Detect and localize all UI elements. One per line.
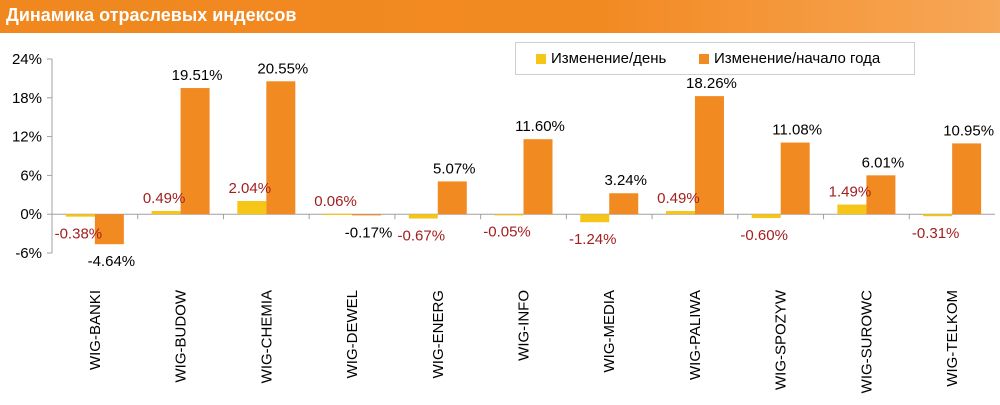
label-daily-wig-surowc: 1.49% — [829, 184, 872, 201]
bar-ytd-wig-spozyw — [780, 142, 810, 215]
bar-daily-wig-paliwa — [665, 211, 695, 215]
bar-daily-wig-media — [580, 214, 610, 223]
legend-label-ytd: Изменение/начало года — [714, 50, 881, 67]
y-tick-label: 24% — [12, 51, 42, 68]
label-daily-wig-info: -0.05% — [483, 224, 531, 241]
x-category-label: WIG-BANKI — [87, 290, 104, 370]
label-daily-wig-dewel: 0.06% — [314, 193, 357, 210]
label-daily-wig-paliwa: 0.49% — [657, 190, 700, 207]
bar-daily-wig-surowc — [837, 204, 867, 215]
x-category-label: WIG-TELKOM — [944, 290, 961, 387]
bar-ytd-wig-energ — [437, 181, 467, 215]
x-category-label: WIG-PALIWA — [687, 290, 704, 380]
bar-ytd-wig-chemia — [266, 81, 296, 215]
bar-ytd-wig-media — [609, 193, 639, 215]
bar-ytd-wig-info — [523, 139, 553, 215]
x-category-label: WIG-ENERG — [430, 290, 447, 378]
label-daily-wig-media: -1.24% — [569, 231, 617, 248]
label-daily-wig-banki: -0.38% — [55, 226, 103, 243]
bar-ytd-wig-dewel — [352, 214, 382, 216]
x-category-label: WIG-BUDOW — [173, 289, 190, 382]
label-ytd-wig-surowc: 6.01% — [862, 154, 905, 171]
label-ytd-wig-paliwa: 18.26% — [686, 75, 737, 92]
chart-title: Динамика отраслевых индексов — [6, 5, 297, 25]
label-ytd-wig-banki: -4.64% — [88, 253, 136, 270]
label-ytd-wig-dewel: -0.17% — [345, 224, 393, 241]
legend-swatch-ytd — [699, 54, 709, 64]
bar-daily-wig-telkom — [923, 214, 953, 217]
bar-daily-wig-dewel — [323, 213, 353, 216]
label-ytd-wig-telkom: 10.95% — [943, 122, 994, 139]
chart-bars — [65, 81, 982, 245]
bar-daily-wig-energ — [408, 214, 438, 219]
chart-legend: Изменение/день Изменение/начало года — [515, 42, 915, 75]
label-daily-wig-spozyw: -0.60% — [740, 227, 788, 244]
bar-ytd-wig-banki — [94, 214, 124, 245]
bar-daily-wig-spozyw — [751, 214, 781, 219]
y-tick-label: 0% — [20, 206, 42, 223]
label-ytd-wig-budow: 19.51% — [172, 67, 223, 84]
y-tick-label: 12% — [12, 129, 42, 146]
bar-ytd-wig-paliwa — [694, 96, 724, 215]
chart-header: Динамика отраслевых индексов — [0, 0, 1000, 33]
label-ytd-wig-info: 11.60% — [515, 118, 565, 135]
legend-swatch-daily — [536, 54, 546, 64]
x-category-label: WIG-DEWEL — [344, 290, 361, 378]
x-category-label: WIG-INFO — [516, 290, 533, 361]
y-tick-label: 18% — [12, 90, 42, 107]
label-ytd-wig-energ: 5.07% — [433, 160, 476, 177]
bar-daily-wig-chemia — [237, 201, 267, 215]
chart-labels: -0.38% -4.64% WIG-BANKI 0.49% 19.51% WIG-BUDO… — [55, 60, 994, 393]
label-ytd-wig-spozyw: 11.08% — [772, 122, 822, 139]
label-ytd-wig-media: 3.24% — [604, 172, 647, 189]
label-daily-wig-budow: 0.49% — [143, 190, 186, 207]
label-daily-wig-chemia: 2.04% — [229, 180, 272, 197]
x-category-label: WIG-SUROWC — [858, 290, 875, 393]
legend-label-daily: Изменение/день — [551, 50, 667, 67]
bar-ytd-wig-budow — [180, 88, 210, 215]
bar-daily-wig-budow — [151, 211, 181, 215]
label-daily-wig-telkom: -0.31% — [912, 225, 960, 242]
bar-ytd-wig-surowc — [866, 175, 896, 215]
label-daily-wig-energ: -0.67% — [398, 228, 446, 245]
bar-ytd-wig-telkom — [952, 143, 982, 215]
x-category-label: WIG-MEDIA — [601, 290, 618, 373]
x-category-label: WIG-CHEMIA — [258, 290, 275, 383]
bar-daily-wig-info — [494, 214, 524, 216]
x-category-label: WIG-SPOZYW — [773, 289, 790, 390]
bar-daily-wig-banki — [65, 214, 95, 217]
label-ytd-wig-chemia: 20.55% — [257, 60, 308, 77]
y-tick-label: 6% — [20, 167, 42, 184]
y-tick-label: -6% — [15, 245, 42, 262]
